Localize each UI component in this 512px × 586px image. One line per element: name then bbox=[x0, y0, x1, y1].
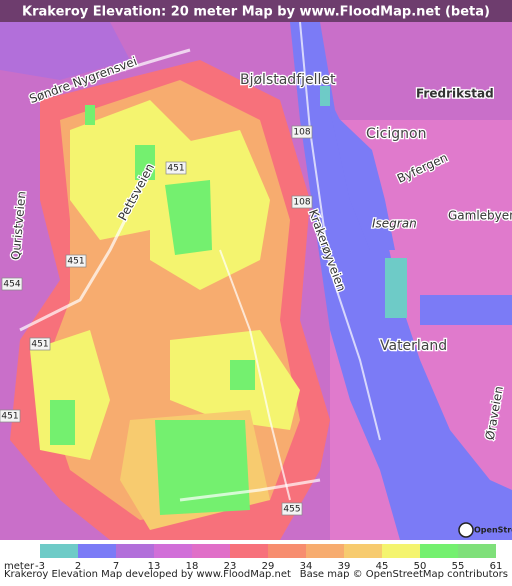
title-bar bbox=[0, 0, 512, 22]
legend: meter -3 2 7 13 18 23 29 34 39 45 50 55 61 bbox=[4, 544, 502, 572]
legend-value: 39 bbox=[338, 561, 351, 572]
road-number: 108 bbox=[293, 198, 310, 208]
roads bbox=[19, 21, 381, 502]
legend-swatch bbox=[458, 544, 496, 558]
legend-value: 55 bbox=[452, 561, 465, 572]
legend-value: -3 bbox=[35, 561, 45, 572]
road-number: 451 bbox=[1, 412, 18, 422]
footer-left: Krakeroy Elevation Map developed by www.… bbox=[4, 569, 291, 580]
place-label: Isegran bbox=[372, 217, 417, 231]
legend-swatch bbox=[344, 544, 382, 558]
place-label: Fredrikstad bbox=[416, 87, 494, 101]
legend-value: 50 bbox=[414, 561, 427, 572]
legend-value: 34 bbox=[300, 561, 313, 572]
legend-value: 23 bbox=[224, 561, 237, 572]
legend-value: 2 bbox=[75, 561, 81, 572]
legend-unit: meter bbox=[4, 561, 35, 572]
road-number: 451 bbox=[31, 340, 48, 350]
legend-swatch bbox=[268, 544, 306, 558]
legend-swatch bbox=[154, 544, 192, 558]
road-shields: 108 108 451 451 454 451 451 455 bbox=[0, 125, 313, 516]
legend-value: 45 bbox=[376, 561, 389, 572]
title: Krakeroy Elevation: 20 meter Map by www.… bbox=[22, 5, 490, 20]
place-label: Bjølstadfjellet bbox=[240, 72, 336, 88]
place-label: Vaterland bbox=[380, 338, 447, 354]
legend-value: 29 bbox=[262, 561, 275, 572]
osm-label: OpenStreetMap bbox=[474, 526, 512, 535]
elevation-layer bbox=[0, 0, 512, 540]
legend-value: 13 bbox=[148, 561, 161, 572]
footer-right: Base map © OpenStreetMap contributors bbox=[300, 569, 508, 580]
legend-swatch bbox=[116, 544, 154, 558]
osm-logo bbox=[458, 522, 474, 538]
road-number: 108 bbox=[293, 128, 310, 138]
legend-swatch bbox=[230, 544, 268, 558]
road-number: 455 bbox=[283, 505, 300, 515]
legend-swatch bbox=[306, 544, 344, 558]
legend-value: 7 bbox=[113, 561, 119, 572]
legend-value: 61 bbox=[490, 561, 503, 572]
legend-swatch bbox=[192, 544, 230, 558]
legend-swatch bbox=[40, 544, 78, 558]
place-label: Gamlebyen bbox=[448, 209, 512, 223]
legend-value: 18 bbox=[186, 561, 199, 572]
place-label: Cicignon bbox=[366, 126, 426, 142]
road-number: 454 bbox=[3, 280, 20, 290]
road-number: 451 bbox=[67, 257, 84, 267]
legend-swatch bbox=[78, 544, 116, 558]
road-number: 451 bbox=[167, 164, 184, 174]
legend-swatch bbox=[382, 544, 420, 558]
legend-swatch bbox=[420, 544, 458, 558]
